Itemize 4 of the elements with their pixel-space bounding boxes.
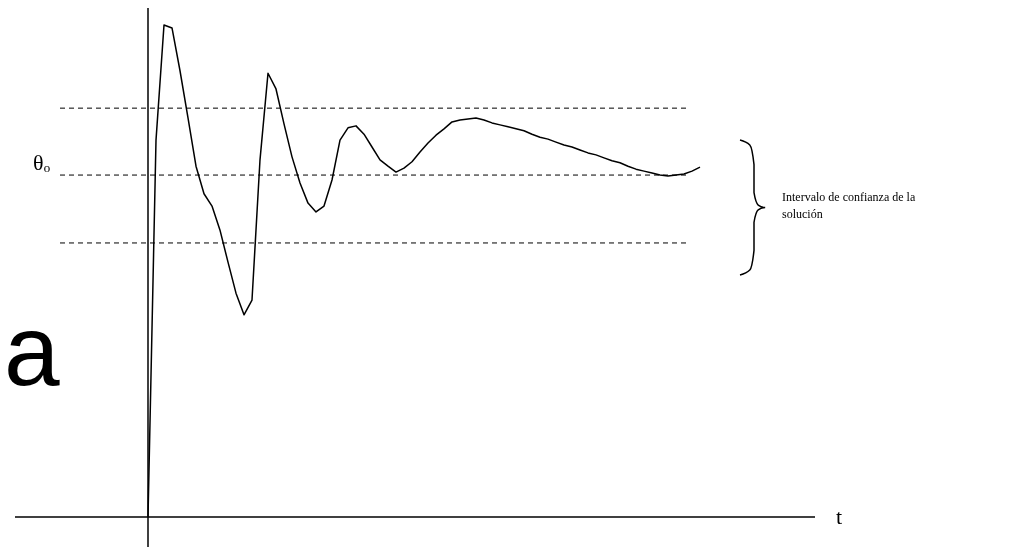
text: t: [836, 504, 843, 529]
ref-line-label: θₒ: [33, 150, 50, 176]
text: a: [4, 293, 60, 406]
text: Intervalo de confianza de la solución: [782, 189, 916, 221]
